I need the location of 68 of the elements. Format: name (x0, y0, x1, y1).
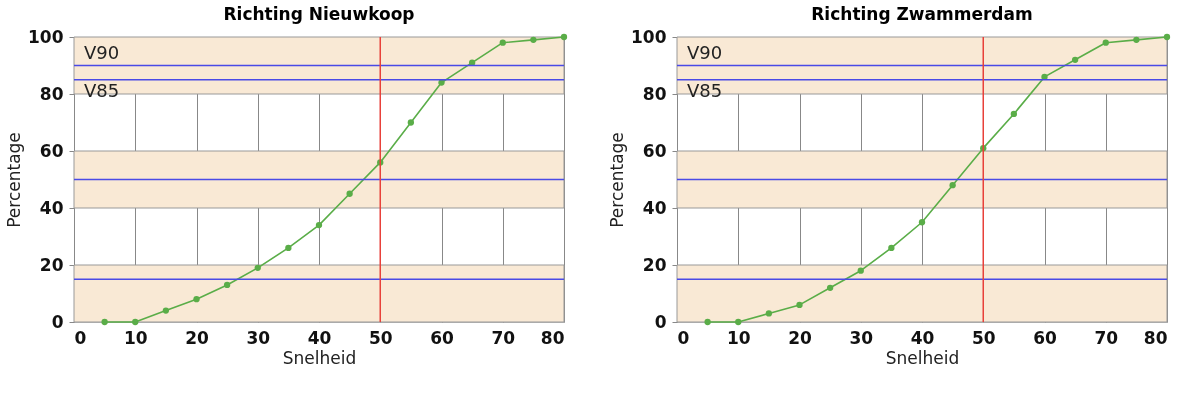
y-axis-title: Percentage (4, 132, 25, 228)
point (530, 36, 537, 44)
x-tick-label: 20 (185, 327, 209, 348)
point (407, 119, 415, 126)
y-axis-title: Percentage (607, 132, 628, 228)
x-tick-label: 40 (307, 327, 332, 348)
point (499, 39, 506, 46)
x-tick-label: 20 (788, 327, 812, 348)
ref-line-label: V85 (687, 79, 723, 101)
x-axis-title: Snelheid (885, 347, 960, 368)
point (1071, 56, 1079, 63)
x-tick-label: 70 (491, 327, 516, 348)
x-tick-label: 10 (726, 327, 751, 348)
ref-line-label: V90 (687, 41, 723, 63)
point (132, 318, 139, 326)
point (315, 221, 323, 229)
y-tick-label: 40 (39, 197, 64, 218)
point (285, 244, 292, 252)
x-tick-label: 10 (123, 327, 148, 348)
point (1102, 39, 1109, 46)
y-tick-label: 100 (631, 26, 667, 47)
ref-line-label: V85 (84, 79, 120, 101)
x-tick-label: 50 (971, 327, 996, 348)
x-tick-label: 60 (1033, 327, 1057, 348)
y-tick-label: 60 (642, 140, 667, 161)
x-tick-label: 30 (246, 327, 271, 348)
x-tick-label: 30 (849, 327, 874, 348)
chart-title: Richting Zwammerdam (811, 4, 1033, 24)
point (765, 310, 773, 317)
y-tick-label: 40 (642, 197, 667, 218)
y-tick-label: 80 (642, 83, 667, 104)
point (223, 281, 231, 289)
y-tick-label: 100 (28, 26, 64, 47)
point (162, 307, 170, 314)
point (346, 190, 353, 197)
point (888, 244, 895, 252)
point (193, 296, 200, 303)
y-tick-label: 60 (39, 140, 64, 161)
x-tick-label: 60 (430, 327, 454, 348)
x-axis-title: Snelheid (282, 347, 357, 368)
y-tick-label: 0 (654, 311, 667, 332)
point (949, 182, 956, 189)
x-tick-label: 80 (540, 327, 565, 348)
chart-title: Richting Nieuwkoop (223, 4, 415, 24)
point (857, 267, 864, 274)
y-tick-label: 20 (39, 254, 64, 275)
point (560, 33, 568, 41)
x-tick-label: 50 (368, 327, 393, 348)
point (1010, 110, 1018, 118)
point (796, 301, 803, 309)
point (254, 264, 261, 272)
point (1163, 33, 1171, 41)
y-tick-label: 80 (39, 83, 64, 104)
point (918, 219, 926, 226)
x-tick-label: 40 (910, 327, 935, 348)
ref-line-label: V90 (84, 41, 120, 63)
x-tick-label: 70 (1094, 327, 1119, 348)
x-tick-label: 0 (677, 327, 690, 348)
point (826, 284, 834, 291)
point (704, 318, 711, 326)
y-tick-label: 0 (51, 311, 64, 332)
point (1133, 36, 1140, 44)
point (468, 59, 476, 66)
x-tick-label: 0 (74, 327, 87, 348)
y-tick-label: 20 (642, 254, 667, 275)
point (735, 318, 742, 326)
x-tick-label: 80 (1143, 327, 1168, 348)
point (101, 318, 108, 326)
